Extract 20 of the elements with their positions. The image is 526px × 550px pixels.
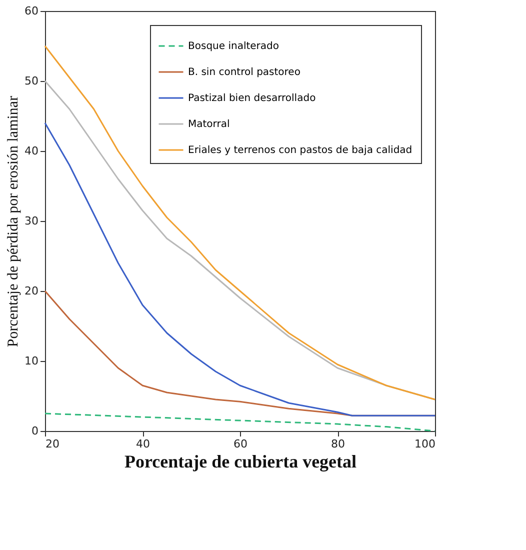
y-tick-label: 20 <box>24 284 38 298</box>
x-tick-label: 40 <box>136 438 150 450</box>
y-tick-label: 30 <box>24 214 38 228</box>
y-tick-label: 10 <box>24 354 38 368</box>
legend-label: Eriales y terrenos con pastos de baja calidad <box>188 145 412 156</box>
y-tick-label: 60 <box>24 4 38 18</box>
line-series <box>44 412 436 432</box>
x-tick-label: 100 <box>414 438 436 450</box>
x-tick-label: 60 <box>234 438 248 450</box>
x-axis-title: Porcentaje de cubierta vegetal <box>124 452 357 472</box>
legend-label: Matorral <box>188 119 230 130</box>
y-tick-label: 0 <box>32 424 38 438</box>
legend-label: B. sin control pastoreo <box>188 67 300 78</box>
x-tick-label: 80 <box>331 438 345 450</box>
y-axis-title: Porcentaje de pérdida por erosión laminar <box>6 96 22 348</box>
x-tick-label: 20 <box>46 438 60 450</box>
y-tick-label: 50 <box>24 74 38 88</box>
legend-label: Bosque inalterado <box>188 41 280 52</box>
y-tick-label: 40 <box>24 144 38 158</box>
legend-label: Pastizal bien desarrollado <box>188 93 316 104</box>
